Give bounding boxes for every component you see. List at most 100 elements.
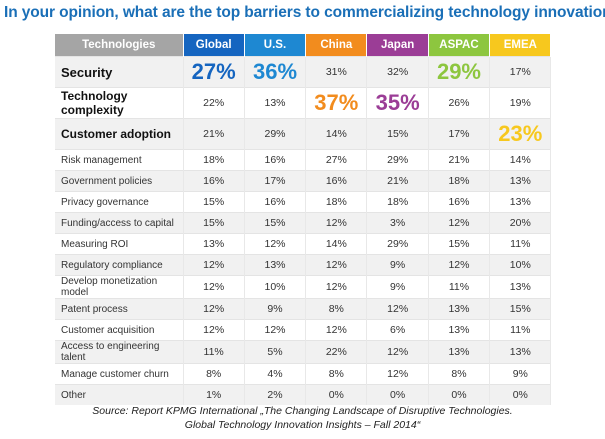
row-label: Other <box>55 384 184 405</box>
value-cell: 23% <box>489 118 552 150</box>
value-cell: 17% <box>428 118 491 150</box>
value-cell: 21% <box>428 149 491 171</box>
table-row: Measuring ROI 13% 12% 14% 29% 15% 11% <box>55 233 552 255</box>
barriers-table: Technologies Global U.S. China Japan ASPAC EM… <box>55 34 552 405</box>
value-cell: 12% <box>305 319 368 341</box>
value-cell: 0% <box>428 384 491 405</box>
table-row: Funding/access to capital 15% 15% 12% 3% 12% 2… <box>55 212 552 234</box>
value-cell: 22% <box>305 340 368 364</box>
value-cell: 9% <box>489 363 552 385</box>
value-cell: 29% <box>244 118 307 150</box>
value-cell: 27% <box>305 149 368 171</box>
table-body: Security 27% 36% 31% 32% 29% 17% Technology com… <box>55 56 552 405</box>
value-cell: 13% <box>183 233 245 255</box>
header-u-s: U.S. <box>244 34 307 57</box>
value-cell: 12% <box>183 254 245 276</box>
value-cell: 12% <box>183 319 245 341</box>
value-cell: 18% <box>366 191 429 213</box>
value-cell: 32% <box>366 56 429 88</box>
table-row: Risk management 18% 16% 27% 29% 21% 14% <box>55 149 552 171</box>
value-cell: 12% <box>183 298 245 320</box>
value-cell: 17% <box>244 170 307 192</box>
table-row: Technology complexity 22% 13% 37% 35% 26% 19% <box>55 87 552 119</box>
table-row: Privacy governance 15% 16% 18% 18% 16% 13% <box>55 191 552 213</box>
value-cell: 8% <box>305 298 368 320</box>
value-cell: 19% <box>489 87 552 119</box>
table-header-row: Technologies Global U.S. China Japan ASPAC EM… <box>55 34 552 57</box>
row-label: Risk management <box>55 149 184 171</box>
value-cell: 9% <box>366 254 429 276</box>
header-aspac: ASPAC <box>428 34 491 57</box>
value-cell: 31% <box>305 56 368 88</box>
value-cell: 26% <box>428 87 491 119</box>
chart-title: In your opinion, what are the top barrie… <box>4 4 605 21</box>
value-cell: 29% <box>428 56 491 88</box>
value-cell: 3% <box>366 212 429 234</box>
row-label: Customer acquisition <box>55 319 184 341</box>
value-cell: 10% <box>489 254 552 276</box>
value-cell: 14% <box>489 149 552 171</box>
value-cell: 14% <box>305 118 368 150</box>
value-cell: 12% <box>428 254 491 276</box>
value-cell: 16% <box>183 170 245 192</box>
value-cell: 18% <box>183 149 245 171</box>
value-cell: 12% <box>366 363 429 385</box>
header-technologies: Technologies <box>55 34 184 57</box>
value-cell: 29% <box>366 149 429 171</box>
table-row: Security 27% 36% 31% 32% 29% 17% <box>55 56 552 88</box>
value-cell: 13% <box>244 254 307 276</box>
value-cell: 13% <box>244 87 307 119</box>
value-cell: 8% <box>428 363 491 385</box>
value-cell: 13% <box>489 191 552 213</box>
value-cell: 22% <box>183 87 245 119</box>
source-note: Source: Report KPMG International „The C… <box>0 404 605 432</box>
row-label: Patent process <box>55 298 184 320</box>
value-cell: 12% <box>183 275 245 299</box>
value-cell: 17% <box>489 56 552 88</box>
value-cell: 16% <box>428 191 491 213</box>
value-cell: 16% <box>244 191 307 213</box>
table-row: Government policies 16% 17% 16% 21% 18% 13% <box>55 170 552 192</box>
value-cell: 12% <box>244 319 307 341</box>
source-line-1: Source: Report KPMG International „The C… <box>92 405 513 417</box>
row-label: Manage customer churn <box>55 363 184 385</box>
row-label: Funding/access to capital <box>55 212 184 234</box>
value-cell: 13% <box>428 319 491 341</box>
value-cell: 27% <box>183 56 245 88</box>
row-label: Develop monetization model <box>55 275 184 299</box>
value-cell: 11% <box>489 233 552 255</box>
table-row: Other 1% 2% 0% 0% 0% 0% <box>55 384 552 405</box>
value-cell: 18% <box>428 170 491 192</box>
header-global: Global <box>183 34 245 57</box>
value-cell: 10% <box>244 275 307 299</box>
value-cell: 13% <box>428 298 491 320</box>
value-cell: 12% <box>305 254 368 276</box>
row-label: Government policies <box>55 170 184 192</box>
value-cell: 15% <box>366 118 429 150</box>
value-cell: 11% <box>489 319 552 341</box>
value-cell: 35% <box>366 87 429 119</box>
table-row: Patent process 12% 9% 8% 12% 13% 15% <box>55 298 552 320</box>
value-cell: 1% <box>183 384 245 405</box>
value-cell: 18% <box>305 191 368 213</box>
value-cell: 15% <box>183 212 245 234</box>
value-cell: 12% <box>366 340 429 364</box>
value-cell: 5% <box>244 340 307 364</box>
value-cell: 2% <box>244 384 307 405</box>
value-cell: 9% <box>366 275 429 299</box>
table-row: Manage customer churn 8% 4% 8% 12% 8% 9% <box>55 363 552 385</box>
value-cell: 15% <box>244 212 307 234</box>
header-emea: EMEA <box>489 34 552 57</box>
value-cell: 12% <box>305 275 368 299</box>
row-label: Privacy governance <box>55 191 184 213</box>
table-row: Develop monetization model 12% 10% 12% 9% 11%… <box>55 275 552 299</box>
value-cell: 12% <box>305 212 368 234</box>
value-cell: 21% <box>366 170 429 192</box>
value-cell: 13% <box>428 340 491 364</box>
value-cell: 36% <box>244 56 307 88</box>
value-cell: 29% <box>366 233 429 255</box>
row-label: Security <box>55 56 184 88</box>
row-label: Regulatory compliance <box>55 254 184 276</box>
value-cell: 20% <box>489 212 552 234</box>
row-label: Access to engineering talent <box>55 340 184 364</box>
